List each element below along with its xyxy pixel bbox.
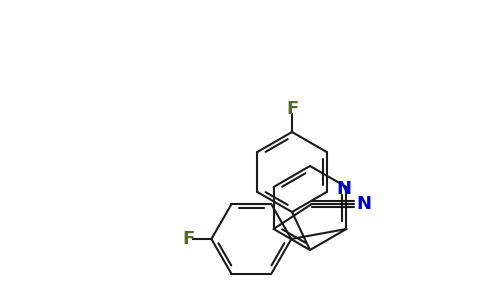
Text: N: N bbox=[356, 195, 371, 213]
Text: F: F bbox=[182, 230, 195, 248]
Text: N: N bbox=[337, 180, 352, 198]
Text: F: F bbox=[286, 100, 298, 118]
